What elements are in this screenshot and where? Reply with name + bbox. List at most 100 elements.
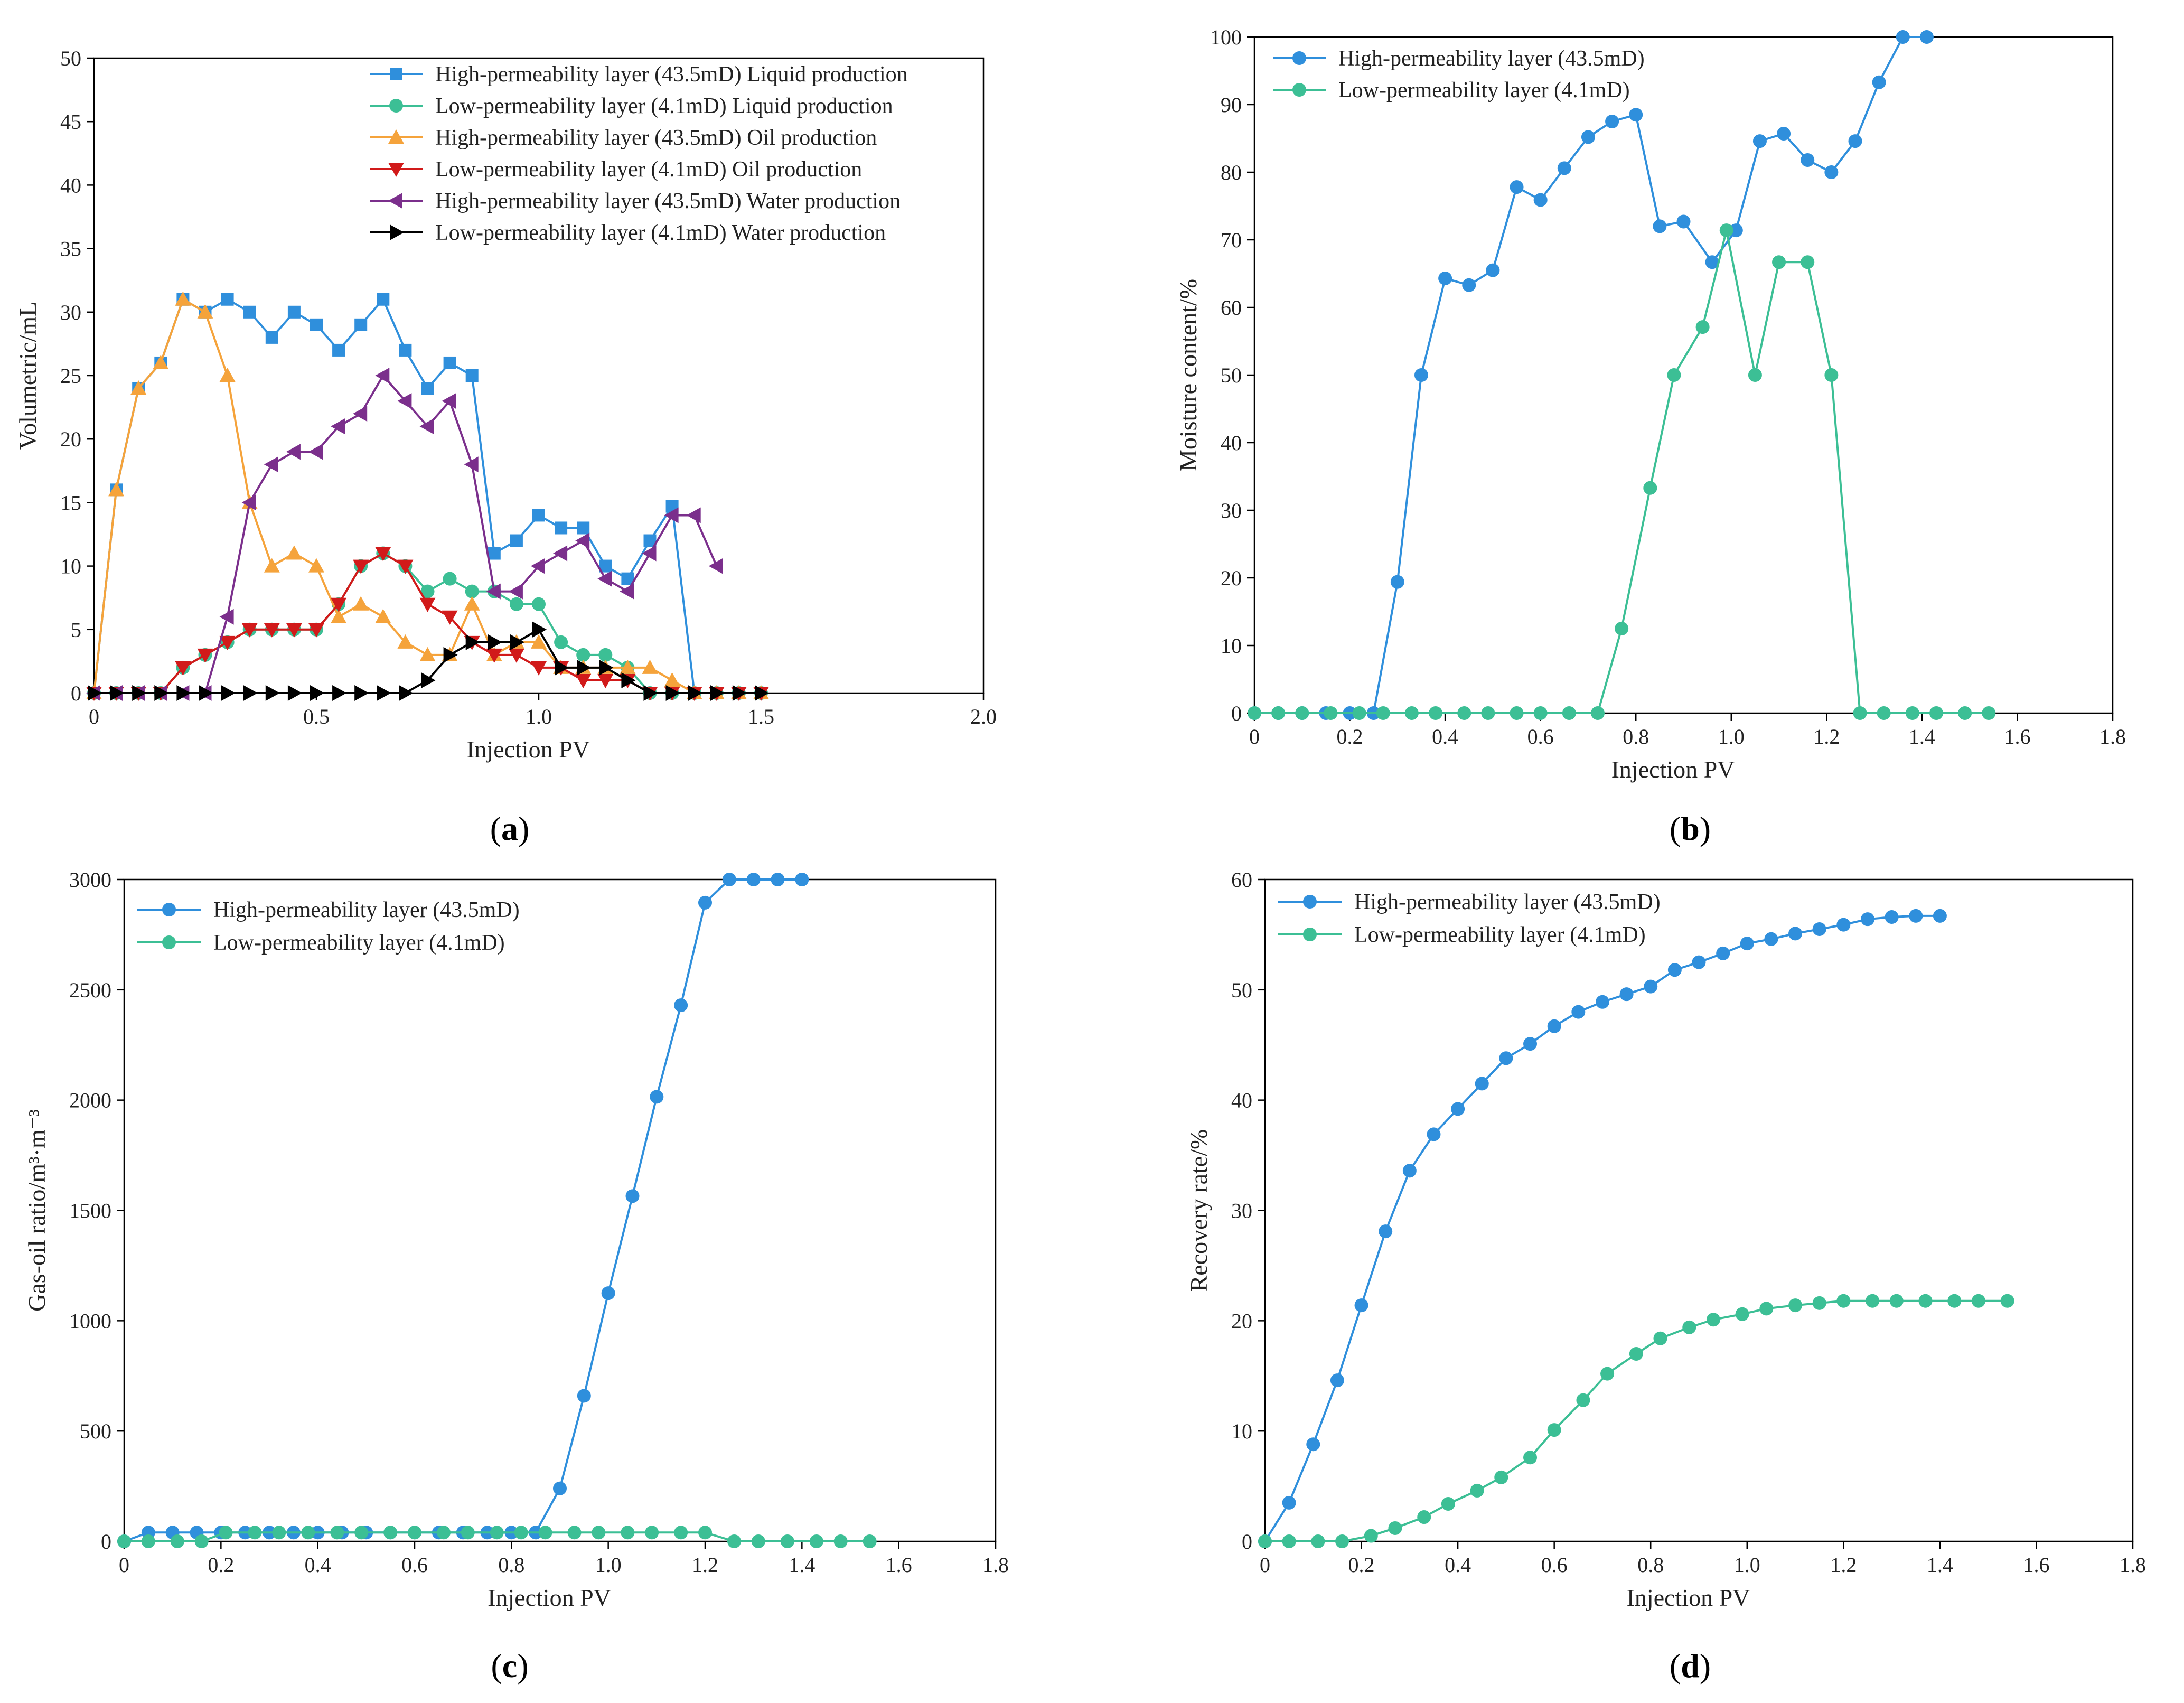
x-tick-label: 1.2 bbox=[1830, 1553, 1857, 1577]
caption-letter: d bbox=[1681, 1647, 1700, 1685]
data-point bbox=[175, 291, 191, 306]
data-point bbox=[419, 597, 436, 612]
data-point bbox=[1571, 1005, 1586, 1019]
data-point bbox=[153, 354, 169, 369]
data-point bbox=[1812, 922, 1826, 936]
data-point bbox=[443, 647, 458, 663]
legend: High-permeability layer (43.5mD) Low-perm… bbox=[1278, 890, 1661, 947]
data-point bbox=[1853, 706, 1867, 720]
data-point bbox=[1918, 1294, 1933, 1308]
data-point bbox=[1324, 706, 1338, 720]
data-point bbox=[1643, 481, 1657, 495]
y-tick-label: 15 bbox=[60, 491, 81, 514]
data-point bbox=[1933, 909, 1947, 923]
data-point bbox=[575, 673, 592, 688]
series-1 bbox=[117, 873, 809, 1548]
data-point bbox=[437, 1526, 451, 1540]
data-point bbox=[576, 648, 590, 662]
data-point bbox=[1824, 368, 1839, 382]
data-point bbox=[1812, 1296, 1826, 1310]
data-point bbox=[397, 393, 412, 409]
data-point bbox=[1772, 255, 1786, 269]
y-tick-label: 25 bbox=[60, 364, 81, 388]
data-point bbox=[510, 534, 523, 547]
series-line bbox=[1264, 914, 1940, 1542]
data-point bbox=[531, 661, 547, 676]
data-point bbox=[1740, 937, 1754, 951]
data-point bbox=[645, 1526, 659, 1540]
y-tick-label: 50 bbox=[60, 46, 81, 70]
data-point bbox=[1905, 706, 1919, 720]
data-point bbox=[264, 456, 278, 473]
data-point bbox=[592, 1526, 606, 1540]
data-point bbox=[1557, 161, 1571, 175]
data-point bbox=[197, 304, 213, 319]
x-tick-label: 1.4 bbox=[1909, 725, 1935, 748]
data-point bbox=[664, 672, 680, 687]
y-tick-label: 5 bbox=[71, 618, 81, 642]
y-tick-label: 3000 bbox=[69, 868, 111, 892]
data-point bbox=[555, 659, 569, 676]
data-point bbox=[465, 634, 480, 650]
data-point bbox=[1706, 1313, 1720, 1327]
data-point bbox=[642, 545, 657, 562]
legend-label: Low-permeability layer (4.1mD) Liquid pr… bbox=[435, 94, 893, 118]
y-tick-label: 40 bbox=[60, 173, 81, 197]
data-point bbox=[1682, 1320, 1696, 1334]
y-tick-label: 0 bbox=[1231, 701, 1242, 725]
data-point bbox=[746, 873, 761, 886]
caption-letter: a bbox=[501, 810, 518, 847]
data-point bbox=[197, 648, 213, 663]
data-point bbox=[1929, 706, 1943, 720]
data-point bbox=[1848, 134, 1862, 148]
x-tick-label: 0.6 bbox=[401, 1553, 428, 1577]
data-point bbox=[1788, 1298, 1803, 1313]
data-point bbox=[1475, 1077, 1489, 1091]
data-point bbox=[1427, 1127, 1441, 1141]
data-point bbox=[1619, 987, 1634, 1002]
series-line bbox=[124, 878, 802, 1542]
data-point bbox=[577, 1389, 591, 1403]
data-point bbox=[2000, 1294, 2014, 1308]
data-point bbox=[1494, 1470, 1508, 1484]
data-point bbox=[354, 685, 369, 701]
legend-marker bbox=[389, 99, 403, 113]
data-point bbox=[531, 558, 545, 574]
data-point bbox=[1481, 706, 1495, 720]
data-point bbox=[1417, 1510, 1431, 1524]
data-point bbox=[1414, 368, 1428, 382]
data-point bbox=[1523, 1451, 1538, 1465]
data-point bbox=[621, 1526, 635, 1540]
data-point bbox=[1836, 1294, 1851, 1308]
data-point bbox=[686, 507, 701, 523]
x-tick-label: 1.8 bbox=[2120, 1553, 2146, 1577]
data-point bbox=[1388, 1521, 1402, 1535]
data-point bbox=[377, 293, 390, 306]
legend-marker bbox=[390, 224, 404, 240]
data-point bbox=[1716, 946, 1730, 960]
x-tick-label: 0.4 bbox=[1432, 725, 1458, 748]
data-point bbox=[377, 685, 391, 701]
data-point bbox=[553, 1481, 567, 1495]
y-tick-label: 35 bbox=[60, 237, 81, 261]
data-point bbox=[1258, 1534, 1272, 1548]
y-tick-label: 50 bbox=[1221, 363, 1242, 387]
y-axis-label: Volumetric/mL bbox=[14, 302, 41, 450]
caption-letter: b bbox=[1681, 810, 1700, 847]
x-tick-label: 0 bbox=[1260, 1553, 1270, 1577]
data-point bbox=[1364, 1529, 1378, 1543]
legend-marker bbox=[162, 903, 176, 916]
x-tick-label: 1.4 bbox=[1927, 1553, 1953, 1577]
data-point bbox=[132, 685, 147, 701]
data-point bbox=[461, 1526, 475, 1540]
data-point bbox=[117, 1534, 131, 1548]
data-point bbox=[554, 635, 568, 649]
data-point bbox=[1919, 30, 1934, 44]
data-point bbox=[650, 1090, 664, 1104]
legend-label: High-permeability layer (43.5mD) bbox=[1354, 890, 1661, 914]
data-point bbox=[508, 583, 523, 600]
data-point bbox=[598, 648, 613, 662]
x-tick-label: 2.0 bbox=[970, 705, 997, 728]
plot-frame bbox=[1253, 36, 2114, 714]
data-point bbox=[1311, 1534, 1325, 1548]
